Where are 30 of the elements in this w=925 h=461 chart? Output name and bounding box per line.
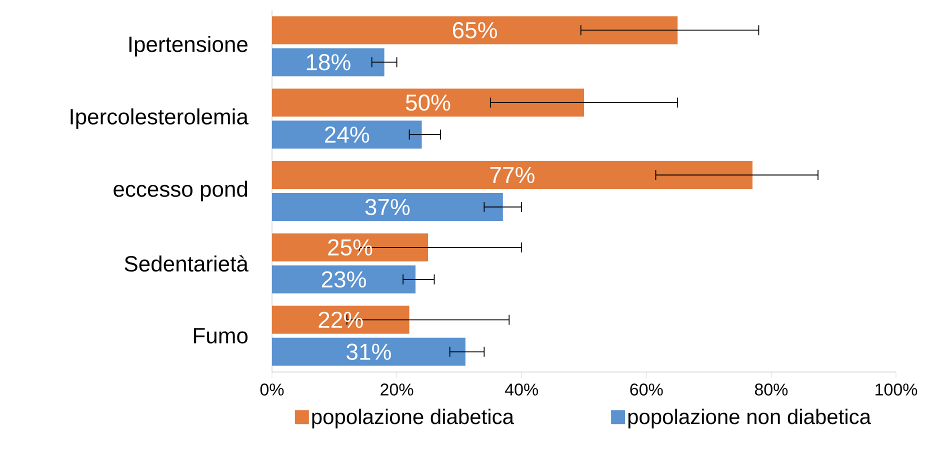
bar bbox=[272, 265, 416, 294]
y-tick-label: Ipertensione bbox=[129, 36, 248, 56]
data-label: 18% bbox=[306, 54, 350, 70]
data-label: 37% bbox=[365, 198, 410, 216]
x-tick-label: 60% bbox=[630, 384, 663, 396]
bar bbox=[272, 233, 428, 262]
legend-label: popolazione non diabetica bbox=[628, 408, 872, 428]
data-label: 50% bbox=[406, 94, 450, 111]
data-label: 31% bbox=[346, 344, 391, 360]
x-tick-label: 20% bbox=[380, 384, 414, 396]
bar bbox=[272, 16, 678, 44]
data-label: 65% bbox=[452, 22, 497, 38]
bar bbox=[272, 161, 752, 189]
y-tick-label: eccesso pond bbox=[114, 180, 248, 202]
bar bbox=[272, 193, 503, 222]
data-label: 77% bbox=[490, 166, 534, 184]
bar bbox=[272, 120, 422, 149]
x-tick-label: 80% bbox=[754, 384, 788, 396]
data-label: 23% bbox=[322, 271, 366, 288]
y-tick-label: Sedentarietà bbox=[124, 255, 248, 272]
y-tick-label: Fumo bbox=[194, 328, 248, 344]
bar bbox=[272, 48, 384, 76]
bar bbox=[272, 338, 466, 366]
bar bbox=[272, 88, 584, 117]
x-tick-label: 0% bbox=[260, 384, 284, 396]
legend-label: popolazione diabetica bbox=[312, 408, 514, 428]
data-label: 24% bbox=[325, 126, 370, 143]
y-tick-label: Ipercolesterolemia bbox=[70, 108, 248, 129]
x-tick-label: 100% bbox=[876, 384, 918, 396]
x-tick-label: 40% bbox=[504, 384, 538, 396]
